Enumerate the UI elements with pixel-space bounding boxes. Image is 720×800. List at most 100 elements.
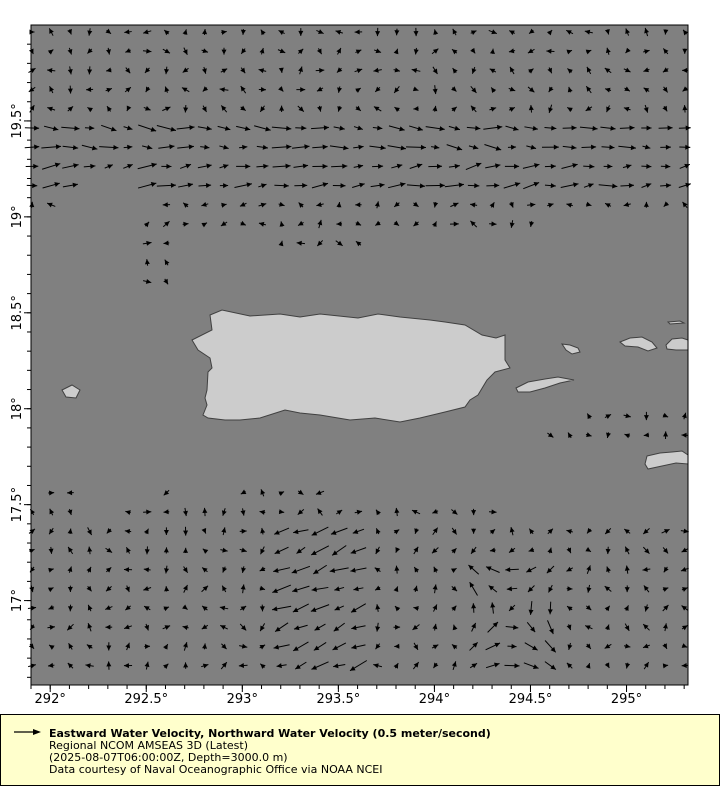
velocity-vector	[239, 528, 247, 534]
velocity-vector	[470, 85, 477, 94]
velocity-vector	[256, 163, 269, 169]
velocity-vector	[349, 660, 368, 672]
velocity-vector	[125, 510, 131, 515]
velocity-vector	[67, 546, 74, 555]
velocity-vector	[489, 221, 497, 227]
velocity-vector	[586, 413, 593, 420]
velocity-vector	[489, 202, 495, 208]
velocity-vector	[202, 28, 208, 36]
velocity-vector	[124, 528, 132, 534]
velocity-vector	[507, 144, 517, 150]
velocity-vector	[201, 222, 208, 228]
velocity-vector	[372, 125, 383, 131]
velocity-vector	[239, 144, 248, 150]
velocity-vector	[254, 125, 271, 132]
velocity-vector	[138, 124, 157, 132]
velocity-vector	[643, 67, 650, 73]
velocity-vector	[294, 661, 307, 670]
velocity-vector	[62, 182, 78, 188]
velocity-vector	[67, 66, 73, 75]
velocity-vector	[86, 644, 93, 650]
velocity-vector	[450, 202, 459, 208]
velocity-vector	[106, 47, 111, 55]
velocity-vector	[87, 546, 93, 555]
velocity-vector	[413, 201, 419, 208]
velocity-vector	[585, 106, 593, 112]
velocity-vector	[143, 528, 149, 535]
velocity-vector	[490, 602, 496, 614]
velocity-vector	[123, 144, 133, 150]
velocity-vector	[642, 566, 651, 572]
velocity-vector	[278, 509, 285, 515]
velocity-vector	[106, 105, 112, 112]
velocity-vector	[662, 663, 669, 669]
velocity-vector	[375, 528, 381, 535]
velocity-vector	[47, 624, 56, 630]
velocity-vector	[528, 601, 534, 615]
velocity-vector	[200, 144, 210, 150]
velocity-vector	[470, 546, 477, 555]
velocity-vector	[411, 509, 421, 515]
velocity-vector	[67, 490, 74, 496]
velocity-vector	[143, 509, 152, 515]
velocity-vector	[143, 605, 151, 611]
velocity-vector	[604, 28, 610, 35]
velocity-vector	[682, 201, 688, 209]
velocity-vector	[278, 86, 284, 92]
velocity-vector	[662, 547, 669, 554]
velocity-vector	[662, 48, 669, 55]
velocity-vector	[503, 182, 521, 189]
velocity-vector	[314, 623, 326, 631]
velocity-vector	[143, 105, 151, 111]
velocity-vector	[431, 221, 437, 228]
velocity-vector	[62, 163, 79, 169]
velocity-vector	[182, 547, 188, 553]
velocity-vector	[682, 86, 689, 92]
velocity-vector	[312, 144, 328, 150]
velocity-vector	[259, 663, 266, 669]
velocity-vector	[197, 125, 212, 131]
velocity-vector	[452, 624, 458, 631]
velocity-vector	[259, 105, 266, 113]
velocity-vector	[413, 566, 420, 573]
velocity-vector	[547, 67, 553, 74]
velocity-vector	[413, 585, 418, 592]
velocity-vector	[334, 586, 345, 592]
velocity-vector	[624, 546, 630, 555]
velocity-vector	[272, 163, 291, 169]
velocity-vector	[353, 586, 364, 592]
velocity-vector	[143, 567, 151, 573]
velocity-vector	[239, 605, 247, 611]
velocity-vector	[142, 48, 152, 54]
velocity-vector	[278, 67, 284, 73]
velocity-vector	[158, 144, 175, 150]
velocity-vector	[393, 48, 399, 55]
velocity-vector	[43, 125, 59, 132]
velocity-vector	[123, 164, 133, 169]
velocity-vector	[182, 604, 188, 610]
velocity-vector	[585, 49, 592, 55]
velocity-vector	[412, 624, 420, 631]
x-tick-label: 294°	[419, 692, 450, 707]
velocity-vector	[451, 644, 458, 650]
velocity-vector	[452, 67, 458, 74]
velocity-vector	[547, 528, 554, 535]
velocity-vector	[48, 546, 54, 554]
velocity-vector	[581, 144, 597, 150]
velocity-vector	[468, 564, 480, 575]
velocity-vector	[662, 105, 668, 112]
velocity-vector	[527, 585, 535, 593]
velocity-vector	[220, 661, 228, 670]
velocity-vector	[681, 412, 687, 420]
velocity-vector	[83, 163, 96, 169]
velocity-vector	[260, 527, 266, 535]
velocity-vector	[393, 67, 401, 73]
velocity-vector	[355, 49, 362, 55]
velocity-vector	[221, 643, 227, 650]
velocity-vector	[198, 183, 212, 189]
velocity-vector	[201, 66, 207, 74]
velocity-vector	[354, 68, 363, 74]
velocity-vector	[470, 220, 478, 228]
velocity-vector	[662, 643, 668, 650]
y-tick-label: 17.5°	[10, 487, 25, 522]
